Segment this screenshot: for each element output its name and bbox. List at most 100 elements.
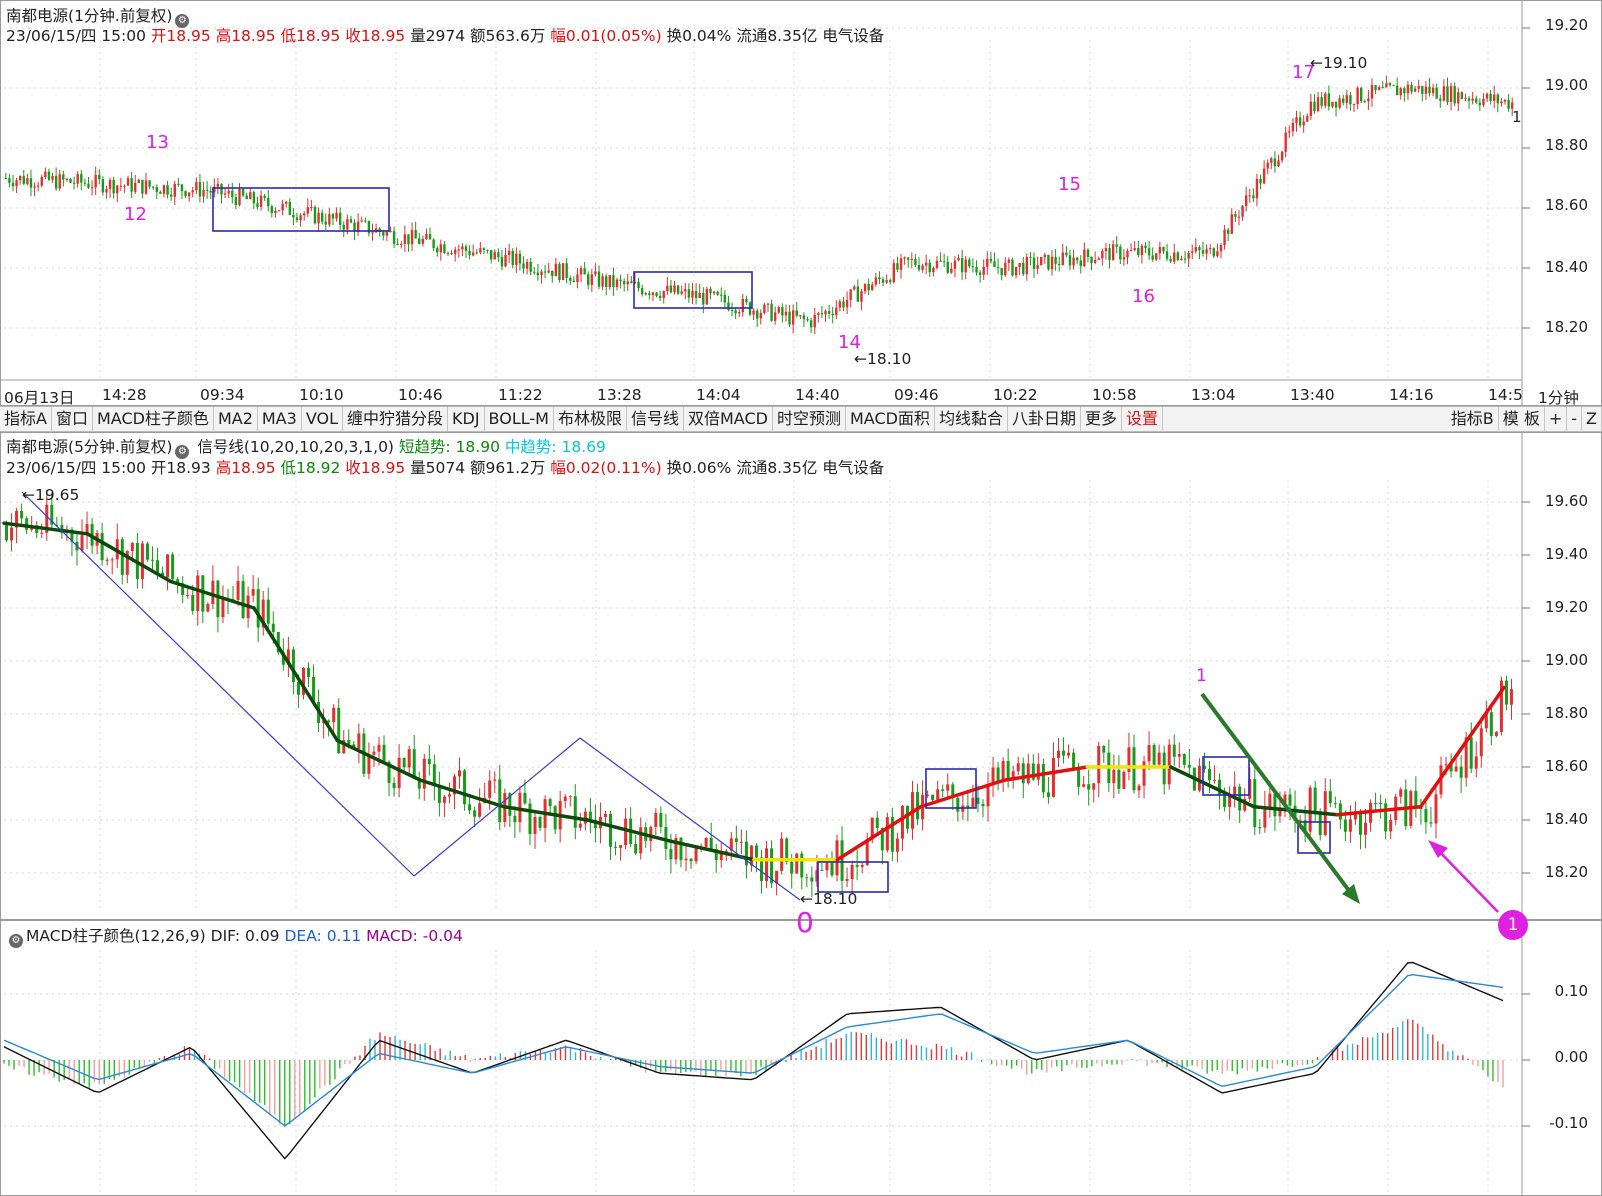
candle-body bbox=[407, 234, 410, 245]
mid-ytick: 18.20 bbox=[1545, 863, 1588, 881]
candle-body bbox=[1115, 244, 1118, 247]
toolbar-macd-area[interactable]: MACD面积 bbox=[846, 407, 935, 431]
candle-body bbox=[1374, 85, 1377, 90]
toolbar-indicator-a[interactable]: 指标A bbox=[0, 407, 52, 431]
settings-gear-icon[interactable]: ⚙ bbox=[175, 14, 190, 28]
mid-close: 收18.95 bbox=[345, 459, 406, 477]
top-ytick: 18.80 bbox=[1545, 136, 1588, 154]
candle-body bbox=[141, 179, 144, 194]
candle-body bbox=[478, 803, 482, 817]
candle-body bbox=[1460, 92, 1464, 99]
toolbar-more[interactable]: 更多 bbox=[1081, 407, 1122, 431]
candle-body bbox=[25, 518, 29, 530]
candle-body bbox=[342, 224, 345, 230]
candle-body bbox=[454, 249, 457, 255]
toolbar-segment[interactable]: 缠中狞猎分段 bbox=[343, 407, 448, 431]
toolbar-ma-converge[interactable]: 均线黏合 bbox=[935, 407, 1008, 431]
toolbar-boll[interactable]: BOLL-M bbox=[485, 407, 554, 431]
candle-body bbox=[1157, 752, 1161, 765]
candle-body bbox=[1230, 214, 1233, 234]
candle-body bbox=[504, 254, 507, 267]
candle-body bbox=[1313, 101, 1316, 112]
candle-body bbox=[838, 301, 842, 308]
candle-body bbox=[597, 271, 601, 287]
toolbar-window[interactable]: 窗口 bbox=[52, 407, 93, 431]
candle-body bbox=[694, 848, 698, 862]
candle-body bbox=[134, 182, 137, 192]
candle-body bbox=[1479, 728, 1483, 757]
candle-body bbox=[1435, 87, 1438, 99]
toolbar-indicator-b[interactable]: 指标B bbox=[1447, 407, 1499, 431]
candle-body bbox=[1075, 257, 1079, 261]
candle-body bbox=[22, 176, 25, 184]
candle-body bbox=[662, 291, 665, 299]
candle-body bbox=[540, 271, 543, 276]
candle-body bbox=[1001, 760, 1005, 783]
candle-body bbox=[1313, 787, 1317, 812]
candle-body bbox=[1237, 216, 1241, 218]
candle-body bbox=[241, 189, 245, 196]
toolbar-ma3[interactable]: MA3 bbox=[258, 407, 302, 431]
candle-body bbox=[723, 294, 727, 303]
candle-body bbox=[45, 504, 49, 533]
toolbar-ma2[interactable]: MA2 bbox=[214, 407, 258, 431]
candle-body bbox=[288, 201, 292, 215]
candle-body bbox=[1417, 86, 1420, 89]
candle-body bbox=[346, 219, 349, 230]
candle-body bbox=[702, 292, 705, 305]
mid-settings-gear-icon[interactable]: ⚙ bbox=[175, 445, 190, 459]
candle-body bbox=[1288, 794, 1292, 806]
candle-body bbox=[140, 543, 144, 579]
candle-body bbox=[94, 174, 97, 188]
candle-body bbox=[867, 284, 870, 291]
candle-body bbox=[90, 187, 94, 189]
candle-body bbox=[1097, 258, 1100, 260]
toolbar-signal-line[interactable]: 信号线 bbox=[627, 407, 684, 431]
toolbar-z[interactable]: Z bbox=[1582, 407, 1602, 431]
candle-body bbox=[1348, 819, 1352, 832]
toolbar-vol[interactable]: VOL bbox=[302, 407, 343, 431]
candle-body bbox=[1026, 763, 1030, 784]
candle-body bbox=[689, 858, 693, 862]
candle-body bbox=[1475, 98, 1478, 103]
candle-body bbox=[1079, 260, 1082, 267]
candle-body bbox=[1389, 819, 1393, 832]
top-max-label: ←19.10 bbox=[1310, 54, 1368, 72]
candle-body bbox=[931, 794, 935, 800]
candle-body bbox=[1021, 763, 1025, 784]
candle-body bbox=[98, 174, 101, 180]
toolbar-macd-color[interactable]: MACD柱子颜色 bbox=[93, 407, 214, 431]
candle-body bbox=[464, 246, 468, 251]
candle-body bbox=[360, 220, 363, 222]
candle-body bbox=[1381, 87, 1384, 89]
short-trend-line bbox=[502, 805, 590, 822]
candle-body bbox=[76, 174, 79, 184]
toolbar-bagua-date[interactable]: 八卦日期 bbox=[1008, 407, 1081, 431]
toolbar-boll-limit[interactable]: 布林极限 bbox=[554, 407, 627, 431]
candle-body bbox=[421, 238, 425, 244]
toolbar-template[interactable]: 模 板 bbox=[1499, 407, 1545, 431]
top-panel-title: 南都电源(1分钟.前复权) ⚙ bbox=[6, 6, 192, 28]
candle-body bbox=[261, 599, 265, 628]
time-tick: 10:22 bbox=[993, 386, 1038, 404]
candle-body bbox=[1205, 249, 1208, 254]
candle-body bbox=[65, 178, 69, 180]
macd-gear-icon[interactable]: ⚙ bbox=[9, 934, 23, 948]
candle-body bbox=[180, 184, 184, 192]
toolbar-settings[interactable]: 设置 bbox=[1122, 407, 1163, 431]
period-label[interactable]: 1分钟 bbox=[1538, 389, 1579, 407]
toolbar-double-macd[interactable]: 双倍MACD bbox=[684, 407, 773, 431]
candle-body bbox=[547, 270, 550, 273]
candle-body bbox=[1031, 763, 1035, 780]
toolbar-zoom-out[interactable]: - bbox=[1567, 407, 1583, 431]
candle-body bbox=[1388, 83, 1392, 86]
toolbar-time-forecast[interactable]: 时空预测 bbox=[773, 407, 846, 431]
candle-body bbox=[1132, 747, 1136, 791]
toolbar-zoom-in[interactable]: + bbox=[1545, 407, 1568, 431]
toolbar-kdj[interactable]: KDJ bbox=[448, 407, 485, 431]
candle-body bbox=[1165, 251, 1169, 259]
candle-body bbox=[479, 248, 482, 253]
candle-body bbox=[1500, 101, 1503, 104]
candle-body bbox=[331, 214, 335, 219]
